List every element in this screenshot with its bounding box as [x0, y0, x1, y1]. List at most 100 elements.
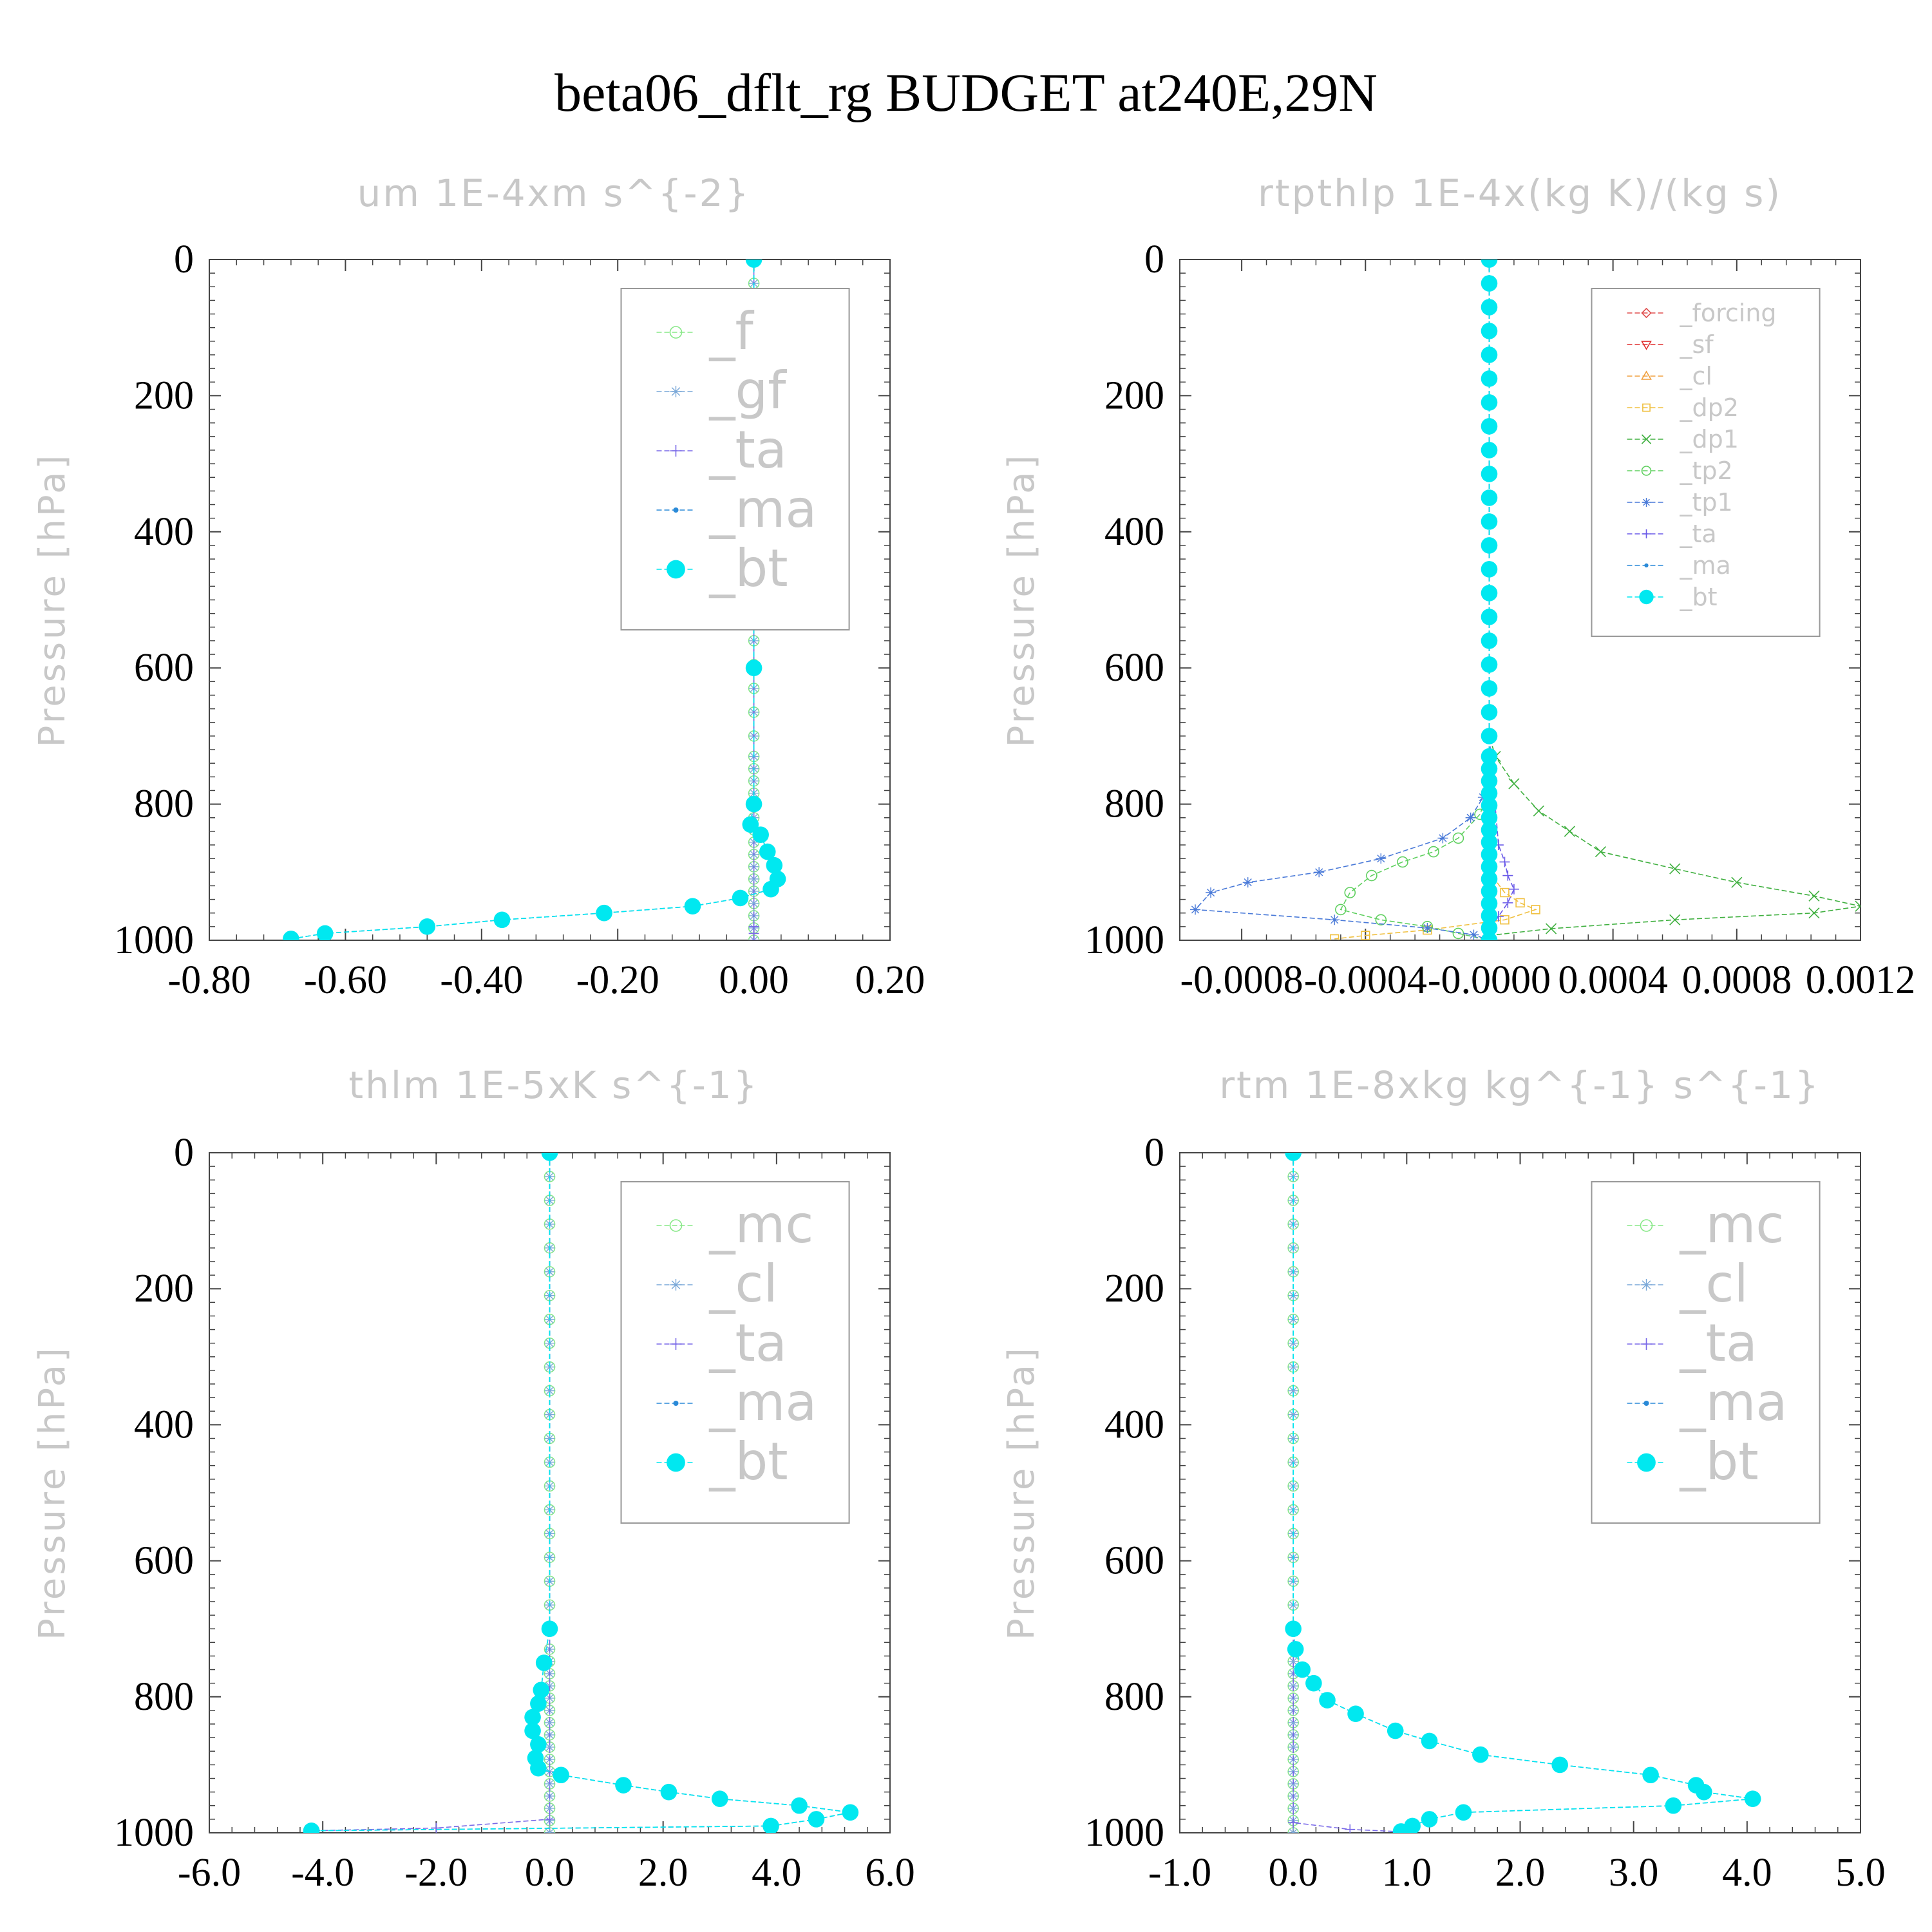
y-tick-label: 1000: [114, 1811, 194, 1855]
data-point: [1744, 1790, 1761, 1807]
x-tick-label: 0.0: [525, 1851, 575, 1895]
legend-label: _gf: [708, 361, 787, 421]
data-point: [1595, 846, 1606, 858]
data-point: [1481, 513, 1498, 530]
data-point: [759, 843, 776, 860]
legend-marker: [1640, 1219, 1653, 1232]
data-point: [524, 1722, 541, 1739]
legend-label: _bt: [708, 1432, 788, 1492]
data-point: [1481, 704, 1498, 721]
legend-marker: [1642, 529, 1651, 538]
legend: _mc_cl_ta_ma_bt: [620, 1181, 850, 1524]
x-tick-label: -4.0: [291, 1851, 354, 1895]
data-point: [1481, 784, 1498, 802]
legend-marker: [670, 1279, 682, 1291]
legend-marker: [1641, 370, 1652, 380]
data-point: [316, 925, 334, 940]
data-point: [1376, 853, 1387, 864]
x-tick-label: 6.0: [865, 1851, 915, 1895]
legend-label: _bt: [1679, 583, 1717, 611]
data-point: [842, 1804, 859, 1821]
data-point: [1502, 870, 1513, 881]
legend-label: _ta: [1679, 1313, 1757, 1373]
data-point: [535, 1654, 553, 1671]
data-point: [1288, 1385, 1299, 1396]
data-point: [1500, 887, 1510, 898]
data-point: [1564, 826, 1575, 837]
data-point: [1288, 1817, 1299, 1828]
data-point: [766, 857, 783, 874]
data-point: [1344, 887, 1356, 898]
data-point: [745, 659, 762, 676]
data-point: [745, 795, 762, 813]
data-point: [1285, 1153, 1302, 1161]
y-tick-label: 400: [1104, 1403, 1164, 1446]
data-point: [1335, 904, 1347, 916]
data-point: [530, 1736, 547, 1753]
data-point: [1669, 863, 1681, 875]
data-point: [1533, 805, 1544, 817]
legend-marker: [669, 326, 683, 339]
chart-panel-2: rtpthlp 1E-4x(kg K)/(kg s) Pressure [hPa]…: [1001, 171, 1915, 1002]
x-tick-label: 4.0: [752, 1851, 802, 1895]
data-point: [1481, 260, 1498, 268]
data-point: [1481, 537, 1498, 554]
legend-marker: [1637, 1453, 1656, 1472]
data-point: [1288, 1656, 1299, 1667]
data-point: [752, 826, 769, 843]
data-point: [1731, 876, 1743, 888]
data-point: [1855, 900, 1861, 912]
data-point: [1481, 907, 1498, 924]
x-tick-label: 0.0004: [1558, 958, 1668, 1002]
legend-marker: [1640, 1279, 1653, 1291]
x-tick-label: 1.0: [1382, 1851, 1432, 1895]
y-tick-label: 0: [174, 1131, 194, 1175]
legend-label: _f: [708, 301, 754, 361]
data-point: [1481, 585, 1498, 601]
data-point: [1481, 609, 1498, 625]
series-bt: [1285, 1153, 1761, 1833]
data-point: [1206, 887, 1217, 898]
data-point: [544, 1803, 555, 1814]
legend-marker: [1641, 434, 1652, 444]
legend-label: _bt: [708, 538, 788, 598]
y-tick-label: 0: [174, 238, 194, 281]
data-point: [1288, 1717, 1299, 1728]
series-line: [1488, 260, 1861, 940]
data-point: [1481, 299, 1498, 316]
data-point: [1481, 748, 1498, 765]
y-tick-label: 800: [134, 782, 194, 826]
data-point: [1499, 857, 1510, 867]
legend-label: _mc: [1679, 1195, 1784, 1255]
data-point: [748, 873, 759, 884]
panel-title: um 1E-4xm s^{-2}: [357, 171, 751, 215]
data-point: [1361, 931, 1370, 940]
legend-marker: [1641, 466, 1652, 476]
chart-panel-1: um 1E-4xm s^{-2} Pressure [hPa] 0 200 400 600…: [32, 171, 925, 1002]
y-tick-label: 600: [134, 1539, 194, 1583]
x-tick-label: -0.0004: [1304, 958, 1427, 1002]
legend-label: _ma: [708, 479, 817, 539]
data-point: [544, 1814, 555, 1824]
data-point: [544, 1409, 555, 1420]
series-layer: [1285, 1153, 1761, 1833]
data-point: [1481, 275, 1498, 292]
legend-marker: [670, 386, 682, 397]
data-point: [493, 911, 511, 929]
data-point: [1500, 915, 1510, 925]
data-point: [1531, 905, 1540, 914]
series-line: [1340, 260, 1490, 940]
y-tick-label: 400: [134, 510, 194, 554]
x-tick-label: -0.20: [576, 958, 659, 1002]
data-point: [1808, 890, 1820, 902]
y-tick-label: 0: [1144, 1131, 1164, 1175]
data-point: [1481, 760, 1498, 777]
data-point: [1305, 1674, 1322, 1692]
legend-marker: [1641, 341, 1652, 350]
panel-title: thlm 1E-5xK s^{-1}: [348, 1063, 759, 1107]
x-tick-label: -0.80: [167, 958, 251, 1002]
y-tick-label: 400: [134, 1403, 194, 1446]
data-point: [1481, 680, 1498, 697]
data-point: [711, 1790, 728, 1807]
legend-label: _sf: [1679, 330, 1714, 359]
